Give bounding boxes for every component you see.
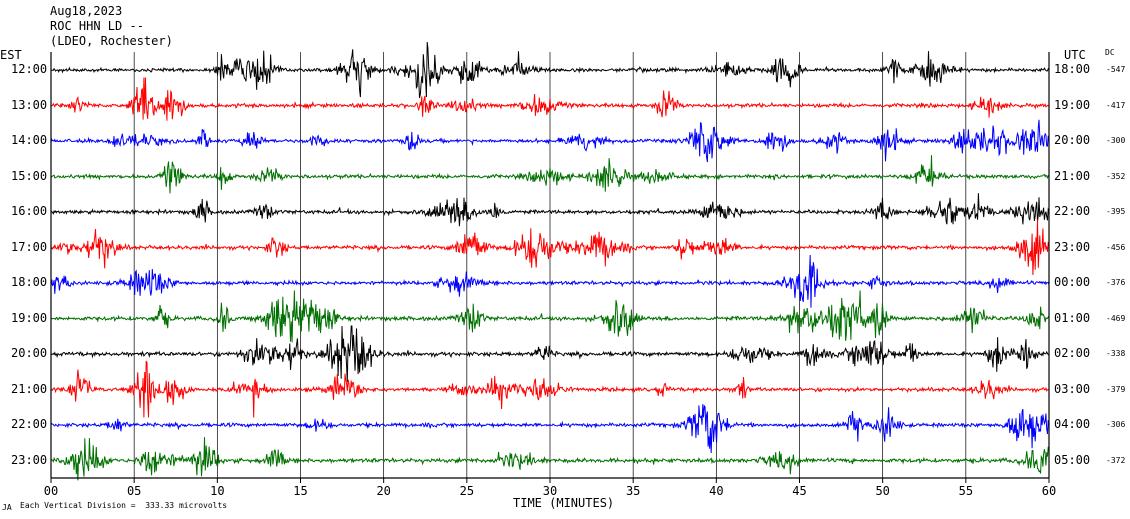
utc-hour-label: 02:00	[1054, 346, 1091, 360]
x-tick-label: 20	[376, 484, 390, 498]
x-tick-label: 00	[44, 484, 58, 498]
dc-offset-value: -372	[1106, 455, 1126, 465]
trace-1900	[50, 290, 1050, 343]
est-hour-label: 14:00	[11, 133, 48, 147]
utc-hour-label: 22:00	[1054, 204, 1091, 218]
x-tick-label: 30	[543, 484, 557, 498]
trace-2300	[50, 437, 1050, 481]
trace-2200	[50, 404, 1050, 454]
header-station: ROC HHN LD --	[50, 19, 144, 33]
dc-offset-value: -417	[1106, 100, 1126, 110]
trace-1200	[50, 41, 1050, 99]
x-tick-label: 15	[293, 484, 307, 498]
dc-offset-value: -379	[1106, 384, 1126, 394]
dc-offset-value: -376	[1106, 278, 1126, 287]
x-tick-label: 55	[959, 484, 973, 498]
x-tick-label: 35	[626, 484, 640, 498]
est-hour-label: 12:00	[11, 62, 48, 76]
est-hour-label: 23:00	[11, 452, 48, 467]
est-hour-label: 16:00	[11, 204, 48, 218]
x-tick-label: 50	[875, 484, 889, 498]
right-timezone-label: UTC	[1064, 48, 1086, 62]
dc-offset-value: -395	[1106, 207, 1126, 216]
x-axis-ticks: 00 05 10 15 20 25 30 35 40 45 50 55 60	[44, 478, 1056, 498]
x-tick-label: 45	[792, 484, 806, 498]
trace-1300	[50, 77, 1050, 121]
utc-hour-label: 01:00	[1054, 310, 1091, 325]
trace-1600	[50, 193, 1050, 227]
est-hour-label: 17:00	[11, 239, 48, 254]
dc-offset-value: -306	[1106, 420, 1126, 429]
dc-offset-value: -352	[1106, 171, 1126, 181]
x-tick-label: 10	[210, 484, 224, 498]
x-tick-label: 40	[709, 484, 723, 498]
trace-1800	[50, 254, 1050, 308]
dc-offset-value: -547	[1106, 65, 1126, 74]
x-tick-label: 60	[1042, 484, 1056, 498]
utc-hour-label: 04:00	[1054, 417, 1091, 431]
dc-offset-value: -456	[1106, 242, 1126, 252]
est-hour-label: 15:00	[11, 168, 48, 183]
minute-grid	[133, 52, 967, 478]
dc-header: DC	[1105, 48, 1115, 57]
x-tick-label: 05	[127, 484, 141, 498]
left-timezone-label: EST	[0, 48, 22, 62]
x-tick-label: 25	[460, 484, 474, 498]
trace-1500	[50, 155, 1050, 194]
utc-hour-label: 20:00	[1054, 133, 1091, 147]
est-hour-label: 21:00	[11, 381, 48, 396]
utc-hour-label: 00:00	[1054, 275, 1091, 289]
utc-hour-label: 03:00	[1054, 381, 1091, 396]
trace-1700	[50, 219, 1050, 276]
dc-offset-value: -338	[1106, 349, 1126, 358]
utc-hour-label: 19:00	[1054, 97, 1091, 112]
est-hour-label: 20:00	[11, 346, 48, 360]
seismic-traces	[50, 41, 1050, 481]
est-hour-label: 19:00	[11, 310, 48, 325]
x-axis-label: TIME (MINUTES)	[513, 496, 615, 510]
dc-offset-value: -469	[1106, 313, 1126, 323]
est-hour-label: 22:00	[11, 417, 48, 431]
footer-mark: JA	[2, 503, 12, 512]
utc-hour-label: 05:00	[1054, 452, 1091, 467]
utc-hour-label: 18:00	[1054, 62, 1091, 76]
trace-2100	[50, 360, 1049, 418]
header-network: (LDEO, Rochester)	[50, 34, 173, 48]
utc-hour-label: 23:00	[1054, 239, 1091, 254]
est-hour-label: 18:00	[11, 275, 48, 289]
header-date: Aug18,2023	[50, 4, 123, 18]
trace-2000	[50, 325, 1050, 383]
utc-hour-label: 21:00	[1054, 168, 1091, 183]
dc-offset-value: -300	[1106, 136, 1126, 145]
footer-scale-note: Each Vertical Division = 333.33 microvol…	[20, 501, 228, 510]
est-hour-label: 13:00	[11, 97, 48, 112]
trace-1400	[50, 119, 1050, 163]
